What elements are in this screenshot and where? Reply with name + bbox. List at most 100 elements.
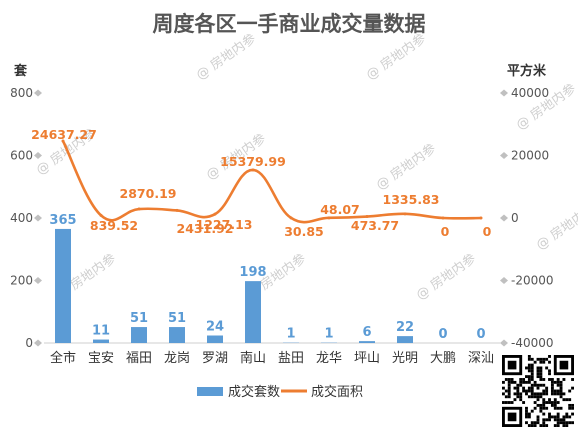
qr-module	[507, 378, 511, 381]
legend-bar-label: 成交套数	[228, 384, 280, 400]
legend-bar-swatch	[197, 387, 223, 396]
qr-module	[568, 389, 572, 393]
line-point	[441, 216, 445, 220]
qr-module	[559, 418, 563, 422]
qr-module	[548, 360, 551, 364]
qr-module	[507, 395, 511, 399]
qr-module	[530, 363, 534, 367]
qr-module	[527, 355, 531, 358]
qr-module	[525, 366, 528, 370]
qr-module	[542, 360, 546, 364]
qr-module	[539, 360, 543, 364]
line-point	[61, 139, 65, 143]
qr-module	[556, 415, 560, 419]
bar-value-label: 1	[324, 327, 333, 342]
qr-module	[559, 421, 563, 425]
qr-module	[533, 360, 537, 364]
left-tick-mark	[34, 152, 42, 159]
qr-module	[559, 392, 563, 396]
line-value-label: 2431.92	[177, 221, 234, 236]
qr-module	[530, 378, 534, 381]
watermark-layer: @ 房地内参 @ 房地内参@ 房地内参@ 房地内参 @ 房地内参 @ 房地内参@ 房地…	[33, 31, 578, 304]
qr-module	[545, 424, 549, 427]
qr-module	[559, 383, 563, 387]
qr-module	[553, 389, 557, 393]
qr-module	[545, 366, 549, 370]
qr-module	[525, 409, 528, 413]
qr-module	[542, 389, 546, 393]
qr-module	[502, 401, 505, 404]
qr-module	[536, 386, 540, 390]
qr-code	[502, 355, 574, 427]
qr-module	[536, 383, 540, 387]
qr-module	[527, 357, 531, 361]
qr-module	[527, 395, 531, 399]
qr-module	[507, 401, 511, 404]
qr-module	[525, 392, 528, 396]
line-value-label: 473.77	[351, 218, 399, 233]
qr-module	[502, 380, 505, 384]
qr-module	[553, 392, 557, 396]
qr-module	[507, 383, 511, 387]
line-point	[137, 207, 141, 211]
qr-module	[550, 378, 554, 381]
qr-module	[507, 380, 511, 384]
qr-module	[530, 389, 534, 393]
qr-module	[539, 372, 543, 376]
qr-module	[559, 386, 563, 390]
qr-module	[527, 366, 531, 370]
qr-module	[533, 380, 537, 384]
qr-module	[571, 378, 574, 381]
legend: 成交套数 成交面积	[197, 384, 363, 400]
qr-module	[539, 383, 543, 387]
line-value-label: 48.07	[320, 202, 360, 217]
qr-module	[562, 392, 566, 396]
qr-module	[527, 389, 531, 393]
qr-module	[519, 380, 523, 384]
qr-module	[527, 369, 531, 373]
qr-module	[562, 424, 566, 427]
qr-module	[562, 421, 566, 425]
qr-module	[542, 401, 546, 404]
qr-module	[522, 401, 526, 404]
qr-module	[533, 406, 537, 410]
qr-module	[533, 392, 537, 396]
qr-module	[527, 363, 531, 367]
qr-module	[571, 421, 574, 425]
right-tick-mark	[500, 277, 508, 284]
qr-module	[565, 398, 569, 402]
qr-module	[525, 415, 528, 419]
qr-module	[504, 389, 508, 393]
qr-module	[542, 378, 546, 381]
qr-module	[542, 403, 546, 407]
watermark-text: @ 房地内参	[193, 31, 259, 84]
qr-module	[539, 366, 543, 370]
line-value-label: 24637.27	[31, 127, 97, 142]
qr-module	[568, 415, 572, 419]
qr-module	[536, 421, 540, 425]
bar-series	[55, 228, 413, 343]
qr-module	[565, 415, 569, 419]
bar-value-label: 51	[168, 311, 186, 326]
qr-module	[542, 424, 546, 427]
qr-module	[568, 421, 572, 425]
qr-module	[550, 383, 554, 387]
qr-module	[510, 401, 514, 404]
qr-module	[548, 418, 551, 422]
qr-module	[504, 401, 508, 404]
qr-module	[513, 386, 517, 390]
qr-module	[545, 401, 549, 404]
category-label: 大鹏	[430, 351, 456, 366]
qr-module	[530, 421, 534, 425]
category-label: 光明	[392, 351, 418, 366]
line-point	[327, 216, 331, 220]
qr-module	[519, 398, 523, 402]
qr-module	[542, 412, 546, 416]
qr-module	[559, 380, 563, 384]
qr-module	[519, 395, 523, 399]
bar	[207, 335, 223, 343]
qr-module	[556, 392, 560, 396]
qr-module	[550, 392, 554, 396]
qr-module	[527, 424, 531, 427]
